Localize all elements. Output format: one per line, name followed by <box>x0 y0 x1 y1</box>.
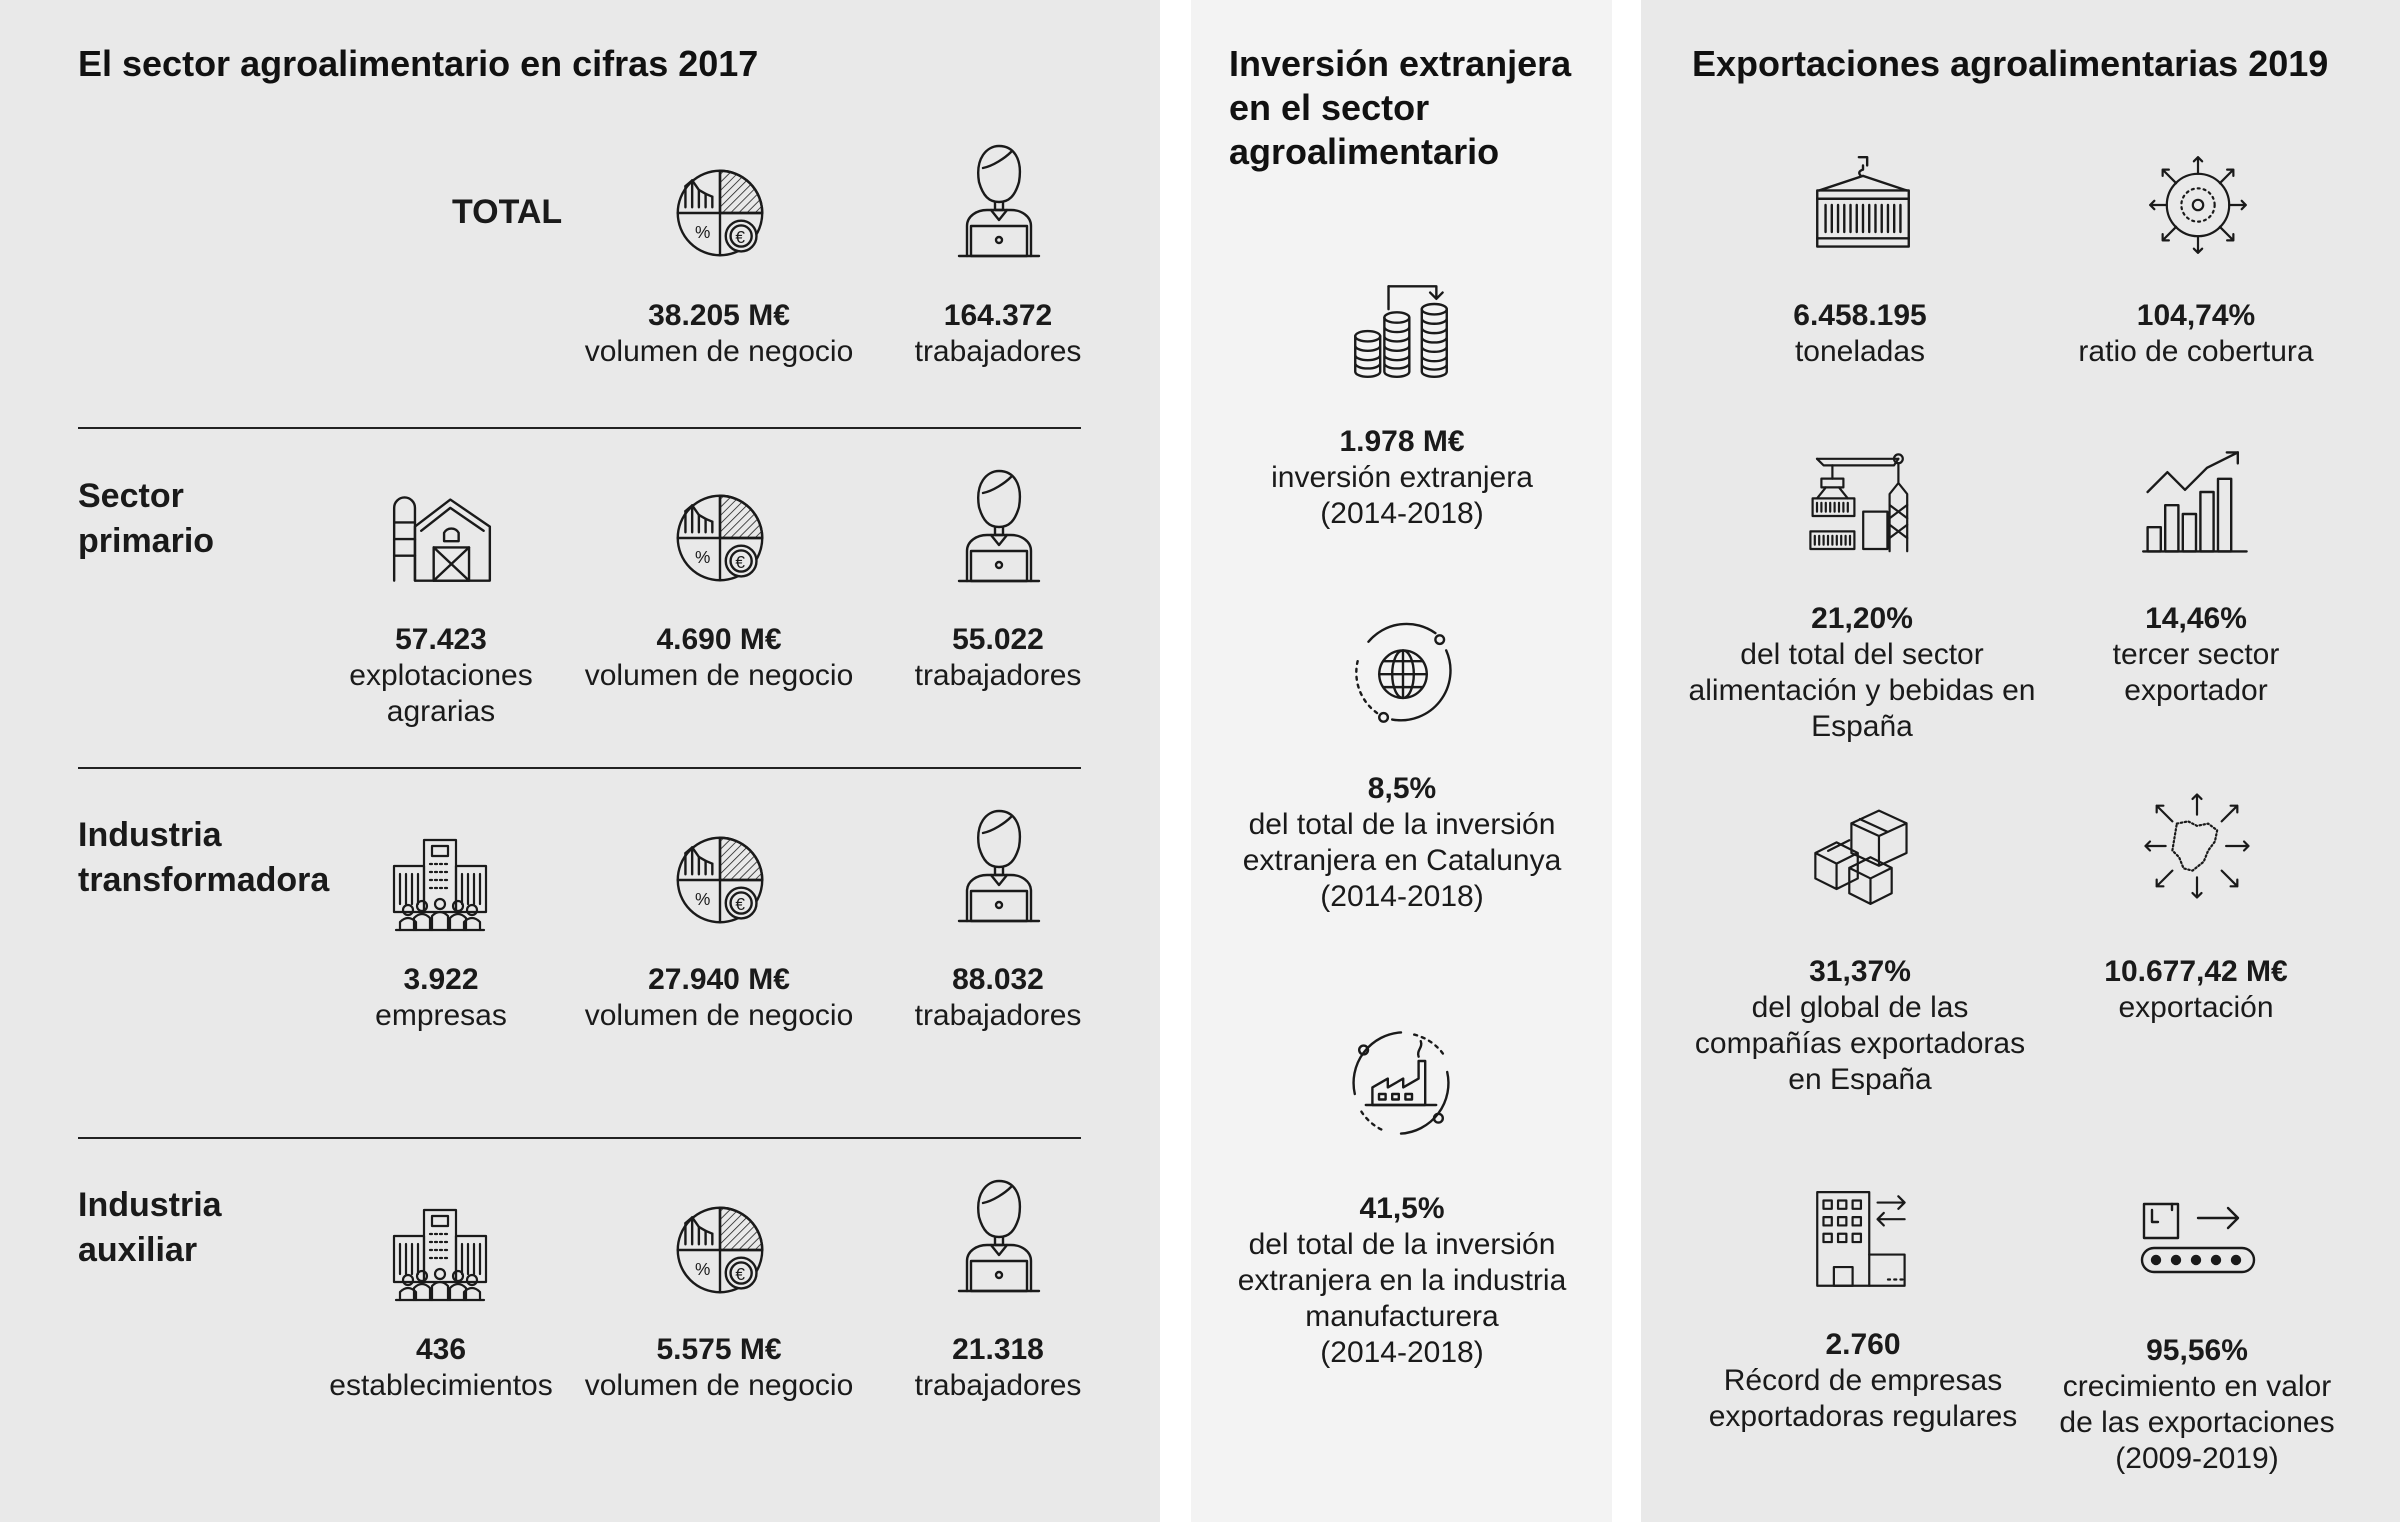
factory-cycle-icon <box>1346 1028 1456 1138</box>
stat-total-workers: 164.372 trabajadores <box>914 299 1082 368</box>
stat-coverage-ratio: 104,74% ratio de cobertura <box>2078 299 2314 368</box>
stat-export-tonnes: 6.458.195 toneladas <box>1793 299 1927 368</box>
stat-processing-companies: 3.922 empresas <box>375 963 507 1032</box>
business-volume-icon <box>672 1202 768 1298</box>
stat-primary-farms: 57.423 explotaciones agrarias <box>349 623 533 728</box>
stat-auxiliary-workers: 21.318 trabajadores <box>914 1333 1082 1402</box>
stat-foreign-investment-amount: 1.978 M€ inversión extranjera (2014-2018… <box>1271 425 1533 530</box>
shipping-container-icon <box>1811 153 1915 257</box>
office-building-exchange-icon <box>1811 1188 1915 1292</box>
stat-auxiliary-establishments: 436 establecimientos <box>329 1333 553 1402</box>
exports-panel: Exportaciones agroalimentarias 2019 6.45… <box>1641 0 2400 1522</box>
globe-cycle-icon <box>1349 618 1457 726</box>
foreign-investment-title: Inversión extranjera en el sector agroal… <box>1229 43 1572 172</box>
foreign-investment-panel: Inversión extranjera en el sector agroal… <box>1191 0 1612 1522</box>
farm-barn-icon <box>390 485 494 589</box>
stat-share-catalonia: 8,5% del total de la inversión extranjer… <box>1242 772 1562 913</box>
stat-processing-workers: 88.032 trabajadores <box>914 963 1082 1032</box>
row-label-auxiliary-industry: Industria auxiliar <box>78 1186 222 1269</box>
stat-total-business-volume: 38.205 M€ volumen de negocio <box>584 299 854 368</box>
boxes-icon <box>1809 800 1915 906</box>
total-row-label: TOTAL <box>452 193 563 231</box>
conveyor-belt-icon <box>2138 1196 2258 1292</box>
catalonia-map-arrows-icon <box>2141 790 2253 902</box>
sector-figures-title: El sector agroalimentario en cifras 2017 <box>78 43 759 84</box>
stat-auxiliary-business-volume: 5.575 M€ volumen de negocio <box>584 1333 854 1402</box>
business-volume-icon <box>672 490 768 586</box>
row-divider <box>78 427 1081 429</box>
row-label-primary-sector: Sector primario <box>78 477 215 560</box>
business-volume-icon <box>672 832 768 928</box>
stat-share-exporting-companies: 31,37% del global de las compañías expor… <box>1694 955 2026 1096</box>
growth-bar-chart-icon <box>2141 448 2251 558</box>
sector-figures-panel: El sector agroalimentario en cifras 2017… <box>0 0 1160 1522</box>
exports-title: Exportaciones agroalimentarias 2019 <box>1692 43 2329 84</box>
stat-share-manufacturing: 41,5% del total de la inversión extranje… <box>1237 1192 1567 1369</box>
stat-share-food-beverage: 21,20% del total del sector alimentación… <box>1688 602 2036 743</box>
row-label-processing-industry: Industria transformadora <box>78 816 330 899</box>
worker-icon <box>953 465 1043 585</box>
worker-icon <box>953 1175 1043 1295</box>
stat-export-value: 10.677,42 M€ exportación <box>2104 955 2288 1024</box>
row-divider <box>78 1137 1081 1139</box>
companies-building-icon <box>390 836 490 936</box>
stat-export-growth: 95,56% crecimiento en valor de las expor… <box>2059 1334 2335 1475</box>
business-volume-icon <box>672 165 768 261</box>
row-divider <box>78 767 1081 769</box>
coin-stacks-icon <box>1349 278 1453 382</box>
stat-regular-exporters: 2.760 Récord de empresas exportadoras re… <box>1708 1328 2018 1433</box>
worker-icon <box>953 140 1043 260</box>
stat-third-export-sector: 14,46% tercer sector exportador <box>2112 602 2280 707</box>
worker-icon <box>953 805 1043 925</box>
stat-primary-workers: 55.022 trabajadores <box>914 623 1082 692</box>
coverage-radial-icon <box>2146 153 2250 257</box>
companies-building-icon <box>390 1206 490 1306</box>
stat-primary-business-volume: 4.690 M€ volumen de negocio <box>584 623 854 692</box>
port-crane-icon <box>1806 450 1916 560</box>
stat-processing-business-volume: 27.940 M€ volumen de negocio <box>584 963 854 1032</box>
